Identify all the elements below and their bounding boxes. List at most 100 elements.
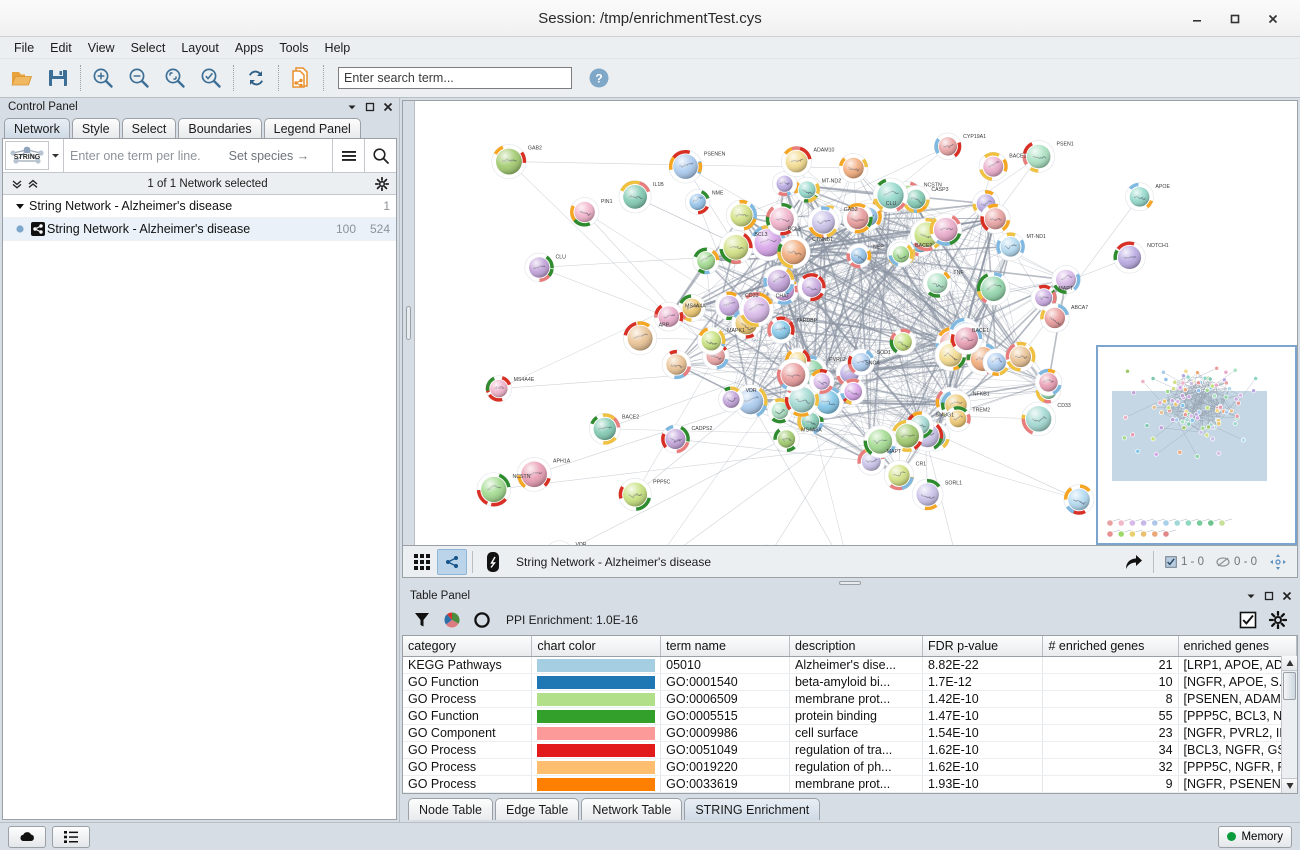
network-node[interactable]: [623, 321, 658, 356]
network-view-button[interactable]: [437, 548, 467, 575]
close-button[interactable]: [1254, 4, 1292, 34]
tab-edge-table[interactable]: Edge Table: [495, 798, 580, 820]
network-node[interactable]: [1030, 284, 1057, 311]
grid-view-button[interactable]: [407, 549, 437, 575]
network-node[interactable]: [692, 247, 720, 275]
network-node[interactable]: [491, 144, 527, 179]
table-row[interactable]: GO Process GO:0033619 membrane prot... 1.93…: [403, 775, 1297, 793]
control-panel-dropdown-button[interactable]: [345, 100, 359, 114]
zoom-selected-button[interactable]: [193, 61, 229, 95]
help-button[interactable]: ?: [586, 65, 612, 91]
overview-canvas[interactable]: [1098, 347, 1295, 543]
network-node[interactable]: [911, 478, 944, 511]
network-node[interactable]: [922, 268, 952, 298]
zoom-fit-button[interactable]: [157, 61, 193, 95]
table-panel-dropdown-button[interactable]: [1244, 589, 1258, 603]
network-node[interactable]: [1051, 265, 1081, 295]
network-tree-root[interactable]: String Network - Alzheimer's disease 1: [3, 195, 396, 218]
network-node[interactable]: [1005, 341, 1036, 372]
network-node[interactable]: [485, 375, 513, 402]
string-logo-icon[interactable]: STRING: [5, 141, 49, 170]
network-node[interactable]: [697, 326, 726, 355]
network-node[interactable]: [889, 328, 917, 356]
fit-content-button[interactable]: [1263, 549, 1293, 575]
tab-network[interactable]: Network: [4, 118, 70, 138]
network-node[interactable]: [978, 152, 1008, 182]
tab-node-table[interactable]: Node Table: [408, 798, 494, 820]
network-node[interactable]: [771, 171, 798, 197]
network-node[interactable]: [773, 425, 800, 453]
network-graph-canvas[interactable]: MT-ND2 GAB2 CLU BCL3 MAPT BACE1 NCSTN VDR CR1 CD3…: [403, 101, 1297, 546]
collapse-all-button[interactable]: [9, 178, 25, 190]
network-node[interactable]: [738, 292, 775, 328]
network-overview-panel[interactable]: [1096, 345, 1297, 545]
column-header-enriched-genes[interactable]: enriched genes: [1178, 636, 1297, 657]
network-node[interactable]: [725, 199, 758, 231]
open-session-button[interactable]: [4, 61, 40, 95]
zoom-in-button[interactable]: [85, 61, 121, 95]
splitter-grip[interactable]: [406, 306, 411, 340]
pie-chart-button[interactable]: [438, 607, 466, 633]
network-node[interactable]: [751, 544, 781, 546]
detach-view-button[interactable]: [478, 549, 508, 575]
table-row[interactable]: KEGG Pathways 05010 Alzheimer's dise... 8.8…: [403, 656, 1297, 674]
network-node[interactable]: [781, 146, 812, 177]
table-panel-close-button[interactable]: [1280, 589, 1294, 603]
column-header-chart-color[interactable]: chart color: [531, 636, 662, 657]
network-node[interactable]: [797, 272, 826, 302]
network-node[interactable]: [776, 358, 810, 392]
string-options-button[interactable]: [332, 139, 364, 172]
table-row[interactable]: GO Process GO:0051049 regulation of tra...…: [403, 741, 1297, 759]
menu-file[interactable]: File: [14, 40, 35, 55]
network-node[interactable]: [950, 322, 983, 355]
menu-view[interactable]: View: [87, 40, 115, 55]
network-node[interactable]: [660, 424, 690, 454]
network-node[interactable]: [661, 349, 692, 380]
network-node[interactable]: [524, 252, 554, 283]
horizontal-splitter[interactable]: [400, 578, 1300, 587]
donut-chart-button[interactable]: [468, 607, 496, 633]
zoom-out-button[interactable]: [121, 61, 157, 95]
table-vertical-scrollbar[interactable]: [1281, 656, 1297, 793]
network-node[interactable]: [545, 540, 574, 546]
network-node[interactable]: [718, 386, 745, 413]
table-row[interactable]: GO Function GO:0005515 protein binding 1.47…: [403, 707, 1297, 725]
network-node[interactable]: [677, 294, 706, 322]
table-settings-button[interactable]: [1264, 607, 1292, 633]
menu-edit[interactable]: Edit: [50, 40, 72, 55]
network-settings-button[interactable]: [374, 176, 390, 191]
network-node[interactable]: [945, 405, 971, 432]
minimize-button[interactable]: [1178, 4, 1216, 34]
network-node[interactable]: [891, 419, 924, 453]
network-node[interactable]: [668, 149, 703, 184]
share-view-button[interactable]: [1118, 549, 1148, 575]
column-header-description[interactable]: description: [789, 636, 923, 657]
menu-apps[interactable]: Apps: [234, 40, 264, 55]
search-input[interactable]: Enter search term...: [338, 67, 572, 89]
tab-select[interactable]: Select: [121, 118, 177, 138]
network-node[interactable]: [569, 197, 600, 227]
network-node[interactable]: [618, 180, 652, 214]
network-node[interactable]: [976, 271, 1011, 306]
network-node[interactable]: [1021, 401, 1056, 437]
table-panel-float-button[interactable]: [1262, 589, 1276, 603]
select-all-checkbox[interactable]: [1234, 607, 1262, 633]
enrichment-table-container[interactable]: category chart color term name descripti…: [402, 635, 1298, 794]
string-search-button[interactable]: [364, 139, 396, 172]
network-node[interactable]: [901, 185, 930, 214]
memory-status-button[interactable]: Memory: [1218, 825, 1292, 848]
column-header-term-name[interactable]: term name: [660, 636, 790, 657]
network-node[interactable]: [1113, 241, 1146, 274]
cloud-button[interactable]: [8, 825, 46, 848]
table-row[interactable]: GO Process GO:0050435beta-amyloid m...2.0…: [403, 792, 1297, 793]
network-node[interactable]: [811, 385, 844, 419]
maximize-button[interactable]: [1216, 4, 1254, 34]
network-node[interactable]: [1022, 140, 1056, 173]
menu-tools[interactable]: Tools: [279, 40, 309, 55]
expand-toggle-icon[interactable]: [11, 201, 29, 211]
tab-network-table[interactable]: Network Table: [581, 798, 683, 820]
tab-string-enrichment[interactable]: STRING Enrichment: [684, 798, 821, 820]
network-node[interactable]: [719, 230, 753, 265]
set-species-link[interactable]: Set species →: [228, 148, 310, 163]
network-node[interactable]: [777, 235, 811, 269]
